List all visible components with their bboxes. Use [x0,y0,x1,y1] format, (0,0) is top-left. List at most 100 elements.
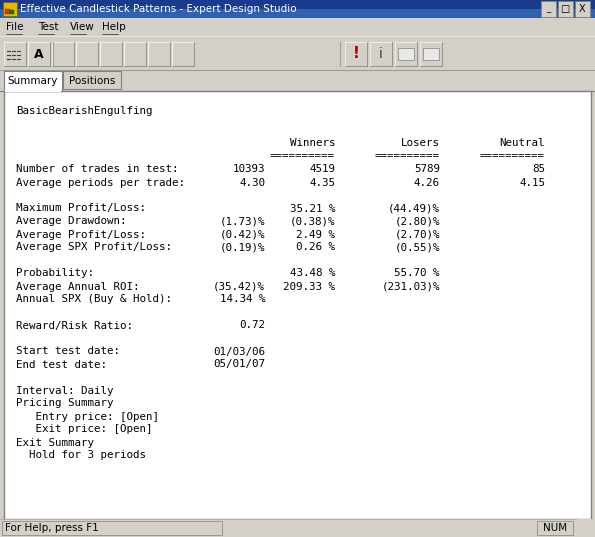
Bar [6,46,22,62]
Text: Average Annual ROI:: Average Annual ROI: [16,281,139,292]
Text: File: File [6,22,23,32]
Text: Annual SPX (Buy & Hold):: Annual SPX (Buy & Hold): [16,294,172,304]
Text: 5789: 5789 [414,164,440,175]
Text: 4.15: 4.15 [519,178,545,187]
Bar [4,91,591,519]
Text: Start test date:: Start test date: [16,346,120,357]
Text: NUM: NUM [543,523,567,533]
Text: (0.55)%: (0.55)% [394,243,440,252]
Text: Average periods per trade:: Average periods per trade: [16,178,185,187]
Text: Winners: Winners [290,139,335,149]
Bar [398,48,414,60]
Text: ==========: ========== [270,151,335,162]
Text: Positions: Positions [69,76,115,86]
Text: Interval: Daily: Interval: Daily [16,386,114,395]
Bar [2,521,222,535]
Text: Probability:: Probability: [16,268,94,279]
Bar [0,0,595,18]
Text: Exit price: [Open]: Exit price: [Open] [16,425,152,434]
Text: 0.26 %: 0.26 % [296,243,335,252]
Text: (0.38)%: (0.38)% [290,216,335,227]
Text: 209.33 %: 209.33 % [283,281,335,292]
Text: 4.30: 4.30 [239,178,265,187]
Text: Average Drawdown:: Average Drawdown: [16,216,127,227]
Bar [172,42,194,66]
Text: i: i [379,47,383,61]
Text: (44.49)%: (44.49)% [388,204,440,214]
Bar [4,71,62,91]
Bar [28,42,50,66]
Text: (2.70)%: (2.70)% [394,229,440,240]
Bar [0,0,595,9]
Text: 35.21 %: 35.21 % [290,204,335,214]
Bar [423,48,439,60]
Text: Test: Test [38,22,58,32]
Bar [148,42,170,66]
Text: (2.80)%: (2.80)% [394,216,440,227]
Text: 14.34 %: 14.34 % [220,294,265,304]
Bar [5,9,10,14]
Bar [558,1,573,17]
Text: _: _ [546,4,550,13]
Bar [100,42,122,66]
Text: Help: Help [102,22,126,32]
Text: 10393: 10393 [233,164,265,175]
Text: 01/03/06: 01/03/06 [213,346,265,357]
Bar [10,10,14,14]
Text: 4.35: 4.35 [309,178,335,187]
Text: X: X [579,4,585,14]
Text: Number of trades in test:: Number of trades in test: [16,164,178,175]
Bar [0,519,595,537]
Bar [52,42,74,66]
Bar [3,2,17,16]
Text: Average SPX Profit/Loss:: Average SPX Profit/Loss: [16,243,172,252]
Text: Summary: Summary [8,76,58,86]
Text: A: A [34,47,44,61]
Bar [76,42,98,66]
Bar [124,42,146,66]
Text: Entry price: [Open]: Entry price: [Open] [16,411,159,422]
Text: !: ! [353,47,359,62]
Bar [5,90,61,92]
Text: Hold for 3 periods: Hold for 3 periods [16,451,146,461]
Text: (1.73)%: (1.73)% [220,216,265,227]
Bar [541,1,556,17]
Text: 85: 85 [532,164,545,175]
Bar [0,70,595,91]
Bar [4,42,26,66]
Text: View: View [70,22,95,32]
Text: Pricing Summary: Pricing Summary [16,398,114,409]
Text: 4.26: 4.26 [414,178,440,187]
Bar [577,519,595,537]
Bar [537,521,573,535]
Text: 2.49 %: 2.49 % [296,229,335,240]
Bar [395,42,417,66]
Text: 55.70 %: 55.70 % [394,268,440,279]
Text: (0.42)%: (0.42)% [220,229,265,240]
Bar [345,42,367,66]
Text: □: □ [560,4,569,14]
Text: Maximum Profit/Loss:: Maximum Profit/Loss: [16,204,146,214]
Text: For Help, press F1: For Help, press F1 [5,523,99,533]
Text: Losers: Losers [401,139,440,149]
Text: 4519: 4519 [309,164,335,175]
Text: Reward/Risk Ratio:: Reward/Risk Ratio: [16,321,133,330]
Text: End test date:: End test date: [16,359,107,369]
Bar [575,1,590,17]
Text: (0.19)%: (0.19)% [220,243,265,252]
Text: BasicBearishEngulfing: BasicBearishEngulfing [16,106,152,116]
Text: Effective Candlestick Patterns - Expert Design Studio: Effective Candlestick Patterns - Expert … [20,4,297,14]
Text: Exit Summary: Exit Summary [16,438,94,447]
Bar [63,71,121,89]
Bar [0,36,595,70]
Bar [420,42,442,66]
Text: 43.48 %: 43.48 % [290,268,335,279]
Text: ==========: ========== [375,151,440,162]
Bar [0,18,595,36]
Text: Average Profit/Loss:: Average Profit/Loss: [16,229,146,240]
Text: Neutral: Neutral [499,139,545,149]
Text: ==========: ========== [480,151,545,162]
Text: 05/01/07: 05/01/07 [213,359,265,369]
Text: (231.03)%: (231.03)% [381,281,440,292]
Bar [0,0,595,18]
